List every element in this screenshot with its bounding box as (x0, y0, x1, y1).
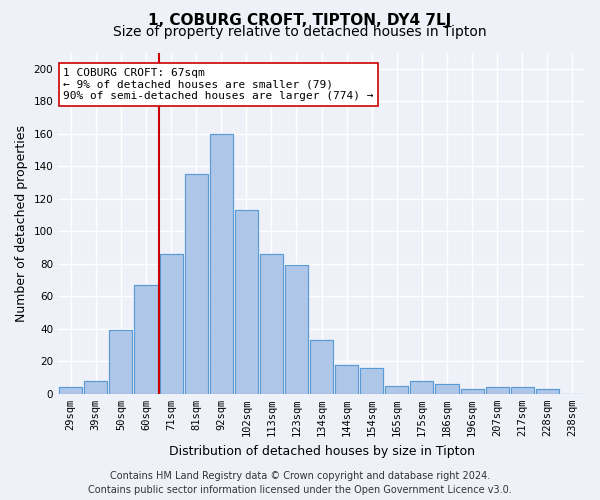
Bar (511, 388, 534, 394)
Bar (436, 384, 458, 394)
Bar (185, 174, 208, 394)
Bar (59, 388, 82, 394)
Bar (84, 381, 107, 394)
Text: Contains HM Land Registry data © Crown copyright and database right 2024.
Contai: Contains HM Land Registry data © Crown c… (88, 471, 512, 495)
Text: 1 COBURG CROFT: 67sqm
← 9% of detached houses are smaller (79)
90% of semi-detac: 1 COBURG CROFT: 67sqm ← 9% of detached h… (64, 68, 374, 101)
Bar (436, 384, 458, 394)
Bar (310, 340, 333, 394)
Bar (84, 381, 107, 394)
Y-axis label: Number of detached properties: Number of detached properties (15, 124, 28, 322)
Bar (461, 389, 484, 394)
Bar (260, 254, 283, 394)
Bar (285, 266, 308, 394)
Bar (235, 210, 258, 394)
Bar (160, 254, 182, 394)
Text: Size of property relative to detached houses in Tipton: Size of property relative to detached ho… (113, 25, 487, 39)
Bar (385, 386, 409, 394)
Bar (536, 389, 559, 394)
Bar (385, 386, 409, 394)
Text: 1, COBURG CROFT, TIPTON, DY4 7LJ: 1, COBURG CROFT, TIPTON, DY4 7LJ (148, 12, 452, 28)
Bar (410, 381, 433, 394)
Bar (335, 364, 358, 394)
Bar (209, 134, 233, 394)
Bar (485, 388, 509, 394)
Bar (109, 330, 133, 394)
Bar (310, 340, 333, 394)
Bar (360, 368, 383, 394)
Bar (360, 368, 383, 394)
Bar (109, 330, 133, 394)
Bar (410, 381, 433, 394)
Bar (209, 134, 233, 394)
Bar (235, 210, 258, 394)
Bar (134, 285, 158, 394)
Bar (335, 364, 358, 394)
Bar (511, 388, 534, 394)
Bar (160, 254, 182, 394)
Bar (285, 266, 308, 394)
Bar (260, 254, 283, 394)
Bar (461, 389, 484, 394)
Bar (485, 388, 509, 394)
X-axis label: Distribution of detached houses by size in Tipton: Distribution of detached houses by size … (169, 444, 475, 458)
Bar (134, 285, 158, 394)
Bar (59, 388, 82, 394)
Bar (536, 389, 559, 394)
Bar (185, 174, 208, 394)
